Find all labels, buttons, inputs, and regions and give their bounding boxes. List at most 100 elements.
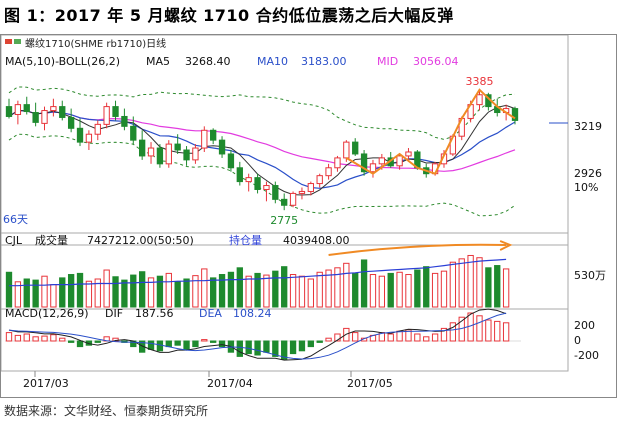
volume-bar	[85, 280, 93, 308]
macd-axis-neg200: -200	[574, 349, 599, 362]
macd-bar	[218, 340, 226, 348]
volume-bar	[130, 274, 137, 308]
x-label-2017-03: 2017/03	[23, 377, 69, 390]
candle-body	[316, 175, 323, 185]
candle	[183, 146, 190, 166]
ma5-label: MA5	[146, 55, 170, 68]
volume-bar	[138, 271, 146, 308]
volume-bar	[165, 272, 172, 308]
volume-bar	[431, 272, 439, 308]
volume-bar	[263, 274, 270, 308]
candle-body	[103, 106, 110, 125]
candle	[236, 161, 243, 186]
volume-bar	[5, 271, 13, 308]
candle	[201, 126, 208, 152]
macd-bar	[147, 340, 155, 350]
candle	[67, 108, 75, 133]
macd-bar	[210, 340, 217, 343]
vol-value: 7427212.00(50:50)	[87, 234, 194, 247]
ma10-line	[8, 109, 516, 189]
dif-label: DIF	[105, 307, 123, 320]
candle-body	[272, 185, 279, 200]
candle-body	[307, 183, 314, 192]
macd-bar	[245, 340, 252, 355]
candle	[5, 98, 13, 119]
volume-bar	[147, 277, 155, 308]
candle	[41, 106, 48, 131]
candle-body	[378, 157, 386, 165]
oi-value: 4039408.00	[283, 234, 349, 247]
candle-body	[138, 139, 146, 157]
volume-bar	[289, 274, 297, 308]
macd-bar	[192, 340, 199, 348]
candle-body	[174, 143, 181, 151]
candle-body	[245, 177, 252, 183]
candle-body	[41, 110, 48, 124]
candle	[85, 130, 93, 151]
candle	[156, 144, 164, 168]
volume-bar	[254, 272, 261, 308]
candle	[405, 148, 412, 162]
macd-label: MACD(12,26,9)	[5, 307, 89, 320]
macd-bar	[254, 340, 261, 356]
dif-value: 187.56	[135, 307, 174, 320]
boll-upper-line	[8, 86, 516, 140]
oi-label: 持仓量	[229, 233, 262, 247]
candle-body	[201, 129, 208, 149]
volume-bar	[32, 279, 39, 308]
days-label: 66天	[3, 213, 28, 226]
candle-body	[476, 94, 483, 106]
volume-bar	[352, 272, 359, 308]
candle	[316, 173, 323, 188]
candle-body	[165, 143, 172, 165]
ma10-label: MA10	[257, 55, 288, 68]
macd-bar	[396, 330, 403, 342]
macd-bar	[387, 333, 394, 342]
dea-value: 108.24	[233, 307, 272, 320]
candle	[289, 191, 297, 208]
volume-bar	[112, 276, 119, 308]
volume-bar	[281, 266, 288, 308]
ma5-value: 3268.40	[185, 55, 231, 68]
candle	[112, 100, 119, 121]
dea-line	[8, 312, 507, 360]
candle	[325, 163, 332, 180]
candle-body	[289, 192, 297, 206]
volume-bar	[360, 259, 368, 308]
macd-bar	[32, 336, 39, 342]
macd-bar	[440, 327, 448, 342]
macd-bar	[201, 339, 208, 342]
macd-bar	[352, 332, 359, 342]
macd-bar	[431, 333, 439, 342]
macd-bar	[50, 334, 57, 342]
volume-bar	[245, 275, 252, 308]
volume-bar	[325, 269, 332, 308]
volume-bar	[76, 272, 84, 308]
volume-bar	[378, 275, 386, 308]
volume-bar	[210, 277, 217, 308]
volume-trend-arrowhead	[499, 240, 513, 251]
candle	[147, 142, 155, 164]
volume-bar	[485, 267, 492, 308]
macd-bar	[14, 334, 22, 342]
macd-bar	[67, 340, 75, 343]
volume-bar	[94, 278, 101, 308]
candle-body	[59, 106, 66, 118]
candle-body	[227, 153, 235, 169]
candle	[298, 187, 306, 200]
candle-body	[130, 125, 137, 141]
candle	[121, 108, 128, 131]
volume-bar	[467, 254, 474, 308]
candle	[32, 102, 39, 127]
cjl-label: CJL	[5, 234, 23, 247]
volume-bar	[369, 274, 377, 308]
volume-bar	[192, 275, 199, 308]
volume-axis-label: 530万	[574, 269, 606, 282]
volume-bar	[14, 281, 22, 308]
candle	[263, 181, 270, 202]
candle	[218, 136, 226, 158]
volume-bar	[396, 271, 403, 308]
macd-bar	[289, 340, 297, 355]
candle-body	[14, 104, 22, 115]
volume-bar	[59, 277, 66, 308]
